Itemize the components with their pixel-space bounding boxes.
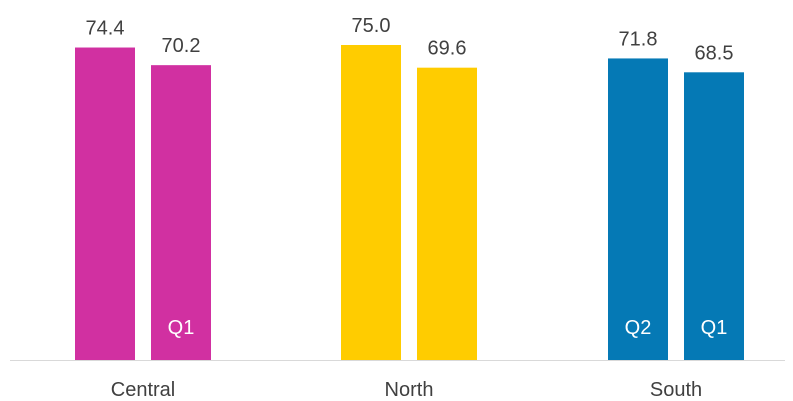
bar-central-1 [75, 47, 135, 361]
labels-layer: 74.4 70.2 Q1 Central 75.0 69.6 North 71.8 Q2 68.5… [86, 15, 734, 401]
data-label-south-2: 68.5 [695, 42, 734, 64]
data-label-central-2: 70.2 [162, 35, 201, 57]
data-label-central-1: 74.4 [86, 18, 125, 40]
bar-south-2 [684, 72, 744, 361]
category-label-south: South [650, 379, 702, 401]
bar-south-1 [608, 58, 668, 360]
category-label-north: North [385, 379, 434, 401]
bar-inner-label-south-2: Q1 [701, 317, 728, 339]
data-label-north-2: 69.6 [428, 38, 467, 60]
bar-inner-label-central-2: Q1 [168, 317, 195, 339]
bar-inner-label-south-1: Q2 [625, 317, 652, 339]
bars-layer [75, 45, 744, 361]
bar-north-1 [341, 45, 401, 360]
data-label-north-1: 75.0 [352, 15, 391, 37]
data-label-south-1: 71.8 [619, 28, 658, 50]
bar-north-2 [417, 67, 477, 361]
category-label-central: Central [111, 379, 175, 401]
bar-central-2 [151, 65, 211, 360]
